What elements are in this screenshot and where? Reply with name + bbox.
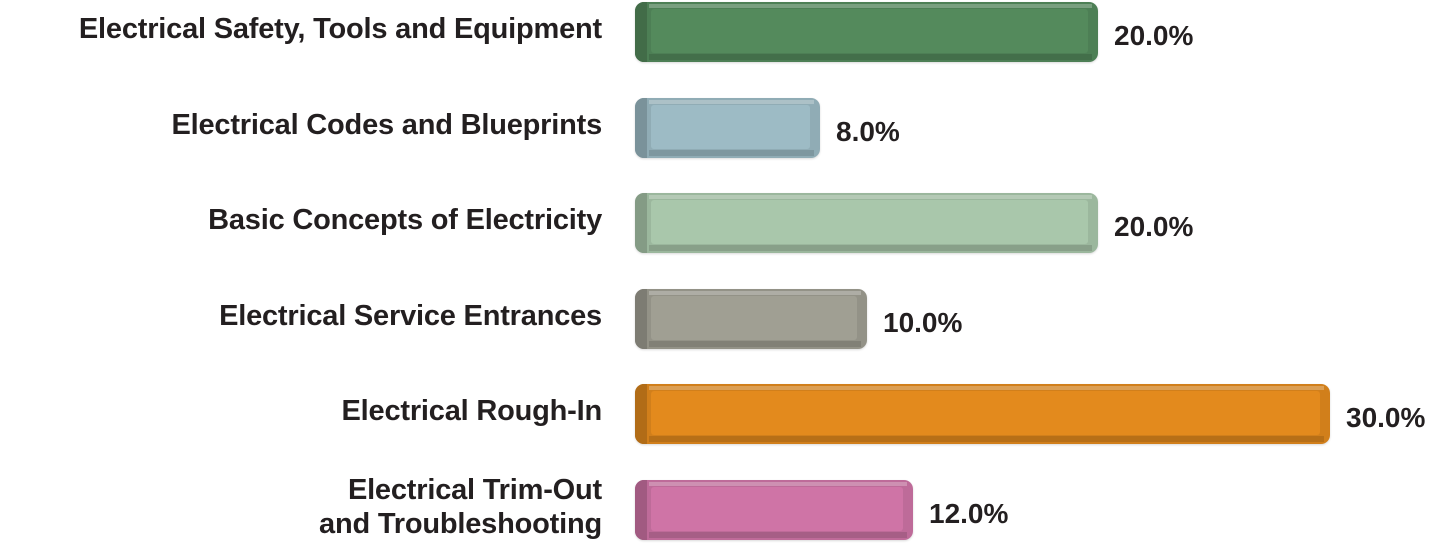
value-label: 20.0% [1114,20,1194,51]
category-label: Basic Concepts of Electricity [208,204,602,236]
value-label: 20.0% [1114,211,1194,242]
bar-shadow [649,436,1324,442]
bar-face [651,391,1320,435]
bar-highlight [649,290,861,295]
bar-shadow [649,531,907,538]
bar-cap [635,193,647,253]
bar-face [651,486,903,531]
bar-face [651,200,1088,244]
bar [635,479,913,540]
bar-shadow [649,245,1092,251]
bar-highlight [649,4,1092,8]
value-label: 10.0% [883,306,963,338]
bar-cap [635,2,647,62]
bar-cap [635,479,647,540]
bar-face [651,9,1088,53]
category-label: Electrical Rough-In [341,395,603,427]
bar [635,193,1098,253]
value-label: 30.0% [1346,402,1426,433]
category-label: Electrical Trim-Out and Troubleshooting [319,473,602,540]
bar [635,2,1098,62]
bar-cap [635,384,647,444]
value-label: 12.0% [929,497,1009,529]
bar [635,97,820,158]
bar-shadow [649,149,814,156]
bar [635,288,867,349]
bar [635,384,1330,444]
bar-face [651,104,810,149]
bar-shadow [649,54,1092,60]
category-label: Electrical Safety, Tools and Equipment [78,13,602,45]
bar-cap [635,288,647,349]
bar-cap [635,97,647,158]
bar-highlight [649,481,907,486]
bar-highlight [649,99,814,104]
category-label: Electrical Service Entrances [219,299,602,332]
value-label: 8.0% [836,115,900,147]
category-label: Electrical Codes and Blueprints [171,108,602,141]
bar-highlight [649,195,1092,199]
bar-face [651,295,857,340]
bar-shadow [649,340,861,347]
bar-highlight [649,386,1324,390]
